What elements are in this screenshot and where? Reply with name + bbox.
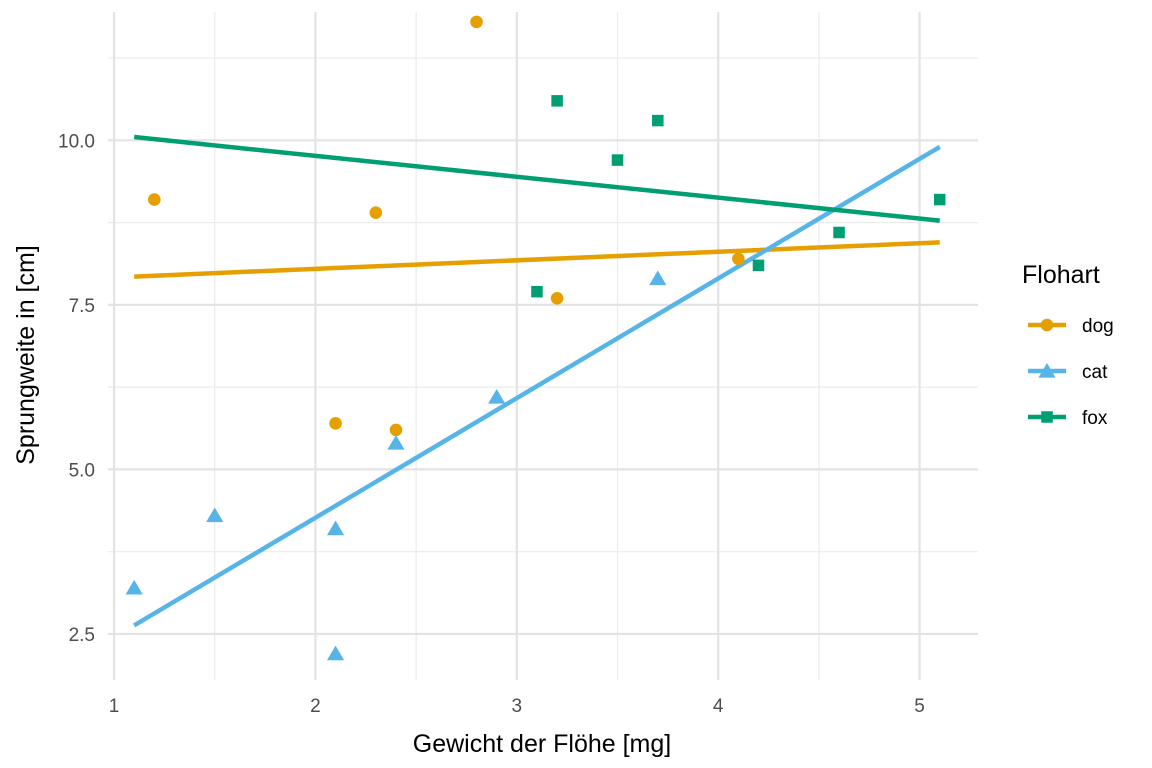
point-cat	[387, 435, 405, 450]
minor-gridlines	[108, 12, 978, 680]
point-cat	[326, 645, 345, 661]
legend-item-fox: fox	[1028, 408, 1108, 429]
point-fox	[752, 259, 765, 272]
y-axis-title: Sprungweite in [cm]	[12, 245, 40, 465]
point-dog	[732, 252, 745, 266]
legend-item-cat: cat	[1028, 362, 1108, 383]
y-tick-label: 7.5	[69, 296, 95, 317]
legend: Flohart dog cat fox	[1022, 261, 1114, 429]
point-fox	[531, 285, 543, 298]
legend-item-dog: dog	[1028, 316, 1114, 337]
point-dog	[329, 417, 342, 430]
point-fox	[933, 193, 946, 206]
legend-key-square	[1041, 411, 1053, 423]
point-fox	[652, 114, 664, 127]
point-cat	[206, 507, 224, 523]
x-tick-label: 2	[310, 696, 321, 717]
point-dog	[470, 15, 483, 29]
data-points	[125, 15, 946, 661]
y-tick-label: 2.5	[69, 625, 95, 646]
major-gridlines	[108, 12, 978, 680]
y-axis-tick-labels: 2.5 5.0 7.5 10.0	[58, 131, 95, 646]
point-cat	[488, 389, 506, 404]
fit-line-cat	[133, 144, 941, 628]
point-fox	[833, 226, 845, 239]
point-dog	[148, 193, 161, 206]
x-tick-label: 1	[109, 696, 120, 717]
legend-key-circle	[1040, 318, 1054, 332]
point-fox	[551, 95, 563, 107]
legend-key-triangle	[1038, 363, 1056, 378]
point-dog	[550, 291, 564, 305]
y-tick-label: 10.0	[58, 131, 95, 152]
fit-line-fox	[133, 134, 940, 223]
legend-label: fox	[1082, 408, 1108, 429]
x-tick-label: 5	[914, 696, 925, 717]
point-fox	[611, 154, 624, 166]
point-dog	[389, 423, 403, 437]
point-dog	[369, 206, 383, 220]
regression-lines	[133, 134, 941, 628]
point-cat	[649, 270, 667, 286]
fit-line-dog	[134, 240, 940, 279]
point-cat	[326, 520, 345, 536]
legend-title: Flohart	[1022, 261, 1100, 289]
x-tick-label: 3	[512, 696, 523, 717]
legend-label: dog	[1082, 316, 1114, 337]
x-tick-label: 4	[713, 696, 724, 717]
x-axis-title: Gewicht der Flöhe [mg]	[413, 730, 671, 758]
legend-label: cat	[1082, 362, 1108, 383]
x-axis-tick-labels: 1 2 3 4 5	[109, 696, 925, 717]
legend-items: dog cat fox	[1028, 316, 1114, 429]
y-tick-label: 5.0	[69, 460, 95, 481]
point-cat	[125, 579, 143, 595]
